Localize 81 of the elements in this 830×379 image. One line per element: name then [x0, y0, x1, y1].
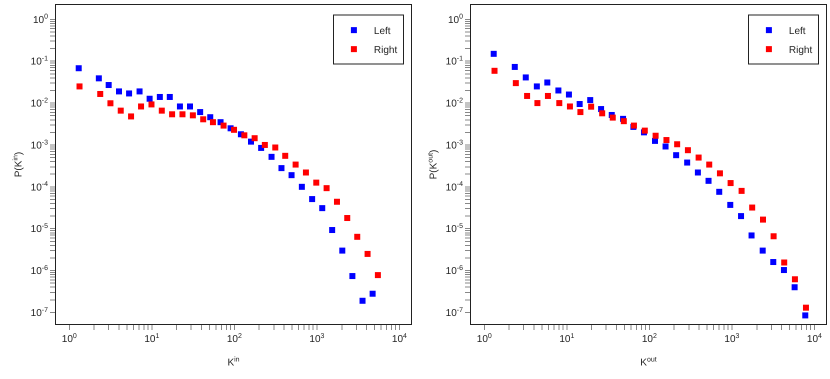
x-tick-label: 10$^{2}$ [642, 332, 657, 345]
x-tick-label: 10$^{3}$ [724, 332, 740, 345]
legend-label: Right [788, 44, 812, 56]
point [728, 180, 734, 186]
point [544, 80, 550, 86]
y-tick-label: 10$^{-3}$ [446, 139, 464, 152]
point [599, 110, 606, 116]
point [588, 104, 594, 110]
point [696, 154, 702, 161]
point [770, 233, 777, 240]
x-tick-label: 10$^{4}$ [806, 332, 822, 345]
x-axis-title: K$^{out}$ [640, 356, 657, 368]
y-tick-label: 10$^{-6}$ [30, 264, 48, 278]
point [652, 132, 659, 139]
point [749, 204, 756, 211]
y-tick-label: 10$^{-2}$ [30, 97, 48, 110]
point [522, 74, 529, 80]
x-tick-label: 10$^{4}$ [392, 332, 408, 345]
x-tick-label: 10$^{1}$ [559, 332, 574, 345]
y-tick-label: 10$^{0}$ [32, 14, 48, 26]
point [684, 147, 691, 154]
y-tick-label: 10$^{-4}$ [446, 181, 464, 194]
point [673, 152, 680, 158]
point [684, 160, 690, 166]
point [694, 169, 701, 176]
point [524, 92, 530, 99]
point [802, 304, 809, 311]
point [727, 202, 734, 208]
point [566, 92, 572, 98]
point [587, 97, 594, 104]
point [566, 103, 573, 110]
point [760, 248, 766, 254]
x-axis-title: K$^{in}$ [227, 355, 240, 368]
point [792, 284, 798, 290]
y-tick-label: 10$^{-5}$ [30, 223, 48, 236]
point [534, 83, 540, 90]
point [663, 137, 670, 144]
x-tick-label: 10$^{1}$ [144, 332, 160, 345]
point [534, 100, 540, 106]
point [512, 64, 518, 70]
x-tick-label: 10$^{3}$ [309, 332, 325, 345]
y-tick-label: 10$^{-2}$ [446, 97, 464, 110]
y-tick-label: 10$^{-4}$ [30, 181, 48, 194]
y-tick-label: 10$^{-1}$ [30, 56, 48, 68]
y-tick-label: 10$^{-3}$ [30, 139, 48, 152]
point [610, 114, 616, 121]
point [780, 267, 787, 274]
point [706, 162, 712, 168]
point [792, 276, 798, 282]
point [738, 213, 744, 220]
point [802, 312, 808, 318]
legend-label: Left [374, 26, 391, 37]
point [706, 178, 712, 184]
point [555, 87, 562, 94]
point [781, 259, 788, 266]
point [544, 92, 551, 99]
point [556, 100, 562, 106]
point [512, 80, 519, 86]
y-tick-label: 10$^{-5}$ [446, 223, 464, 236]
legend-label: Left [788, 26, 806, 37]
point [620, 118, 627, 124]
point [576, 101, 583, 108]
point [652, 138, 658, 144]
x-tick-label: 10$^{0}$ [62, 332, 77, 345]
point [716, 170, 723, 176]
legend-label: Right [374, 44, 398, 56]
point [748, 232, 755, 238]
x-tick-label: 10$^{0}$ [476, 332, 492, 345]
point [674, 141, 680, 148]
y-tick-label: 10$^{-6}$ [446, 264, 464, 278]
point [716, 188, 722, 195]
point [577, 109, 584, 116]
point [662, 143, 669, 150]
point [738, 188, 745, 194]
y-tick-label: 10$^{-7}$ [30, 306, 48, 319]
y-tick-label: 10$^{0}$ [448, 14, 464, 26]
x-tick-label: 10$^{2}$ [226, 332, 242, 345]
y-tick-label: 10$^{-7}$ [446, 306, 464, 319]
point [760, 216, 766, 223]
point [770, 259, 776, 266]
y-tick-label: 10$^{-1}$ [446, 56, 464, 68]
